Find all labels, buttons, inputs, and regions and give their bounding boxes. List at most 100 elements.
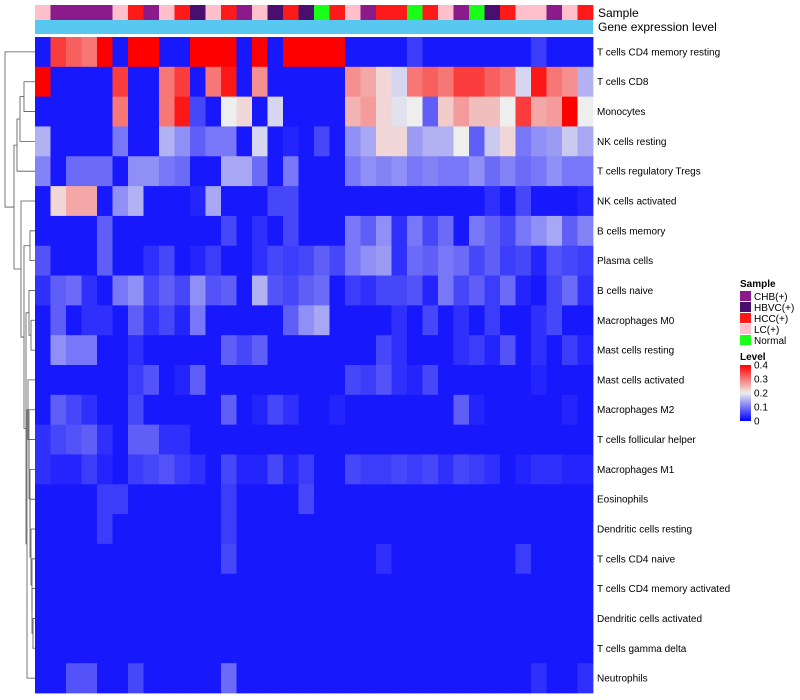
heatmap-cell <box>283 454 299 485</box>
heatmap-cell <box>531 573 547 604</box>
heatmap-cell <box>314 633 330 664</box>
sample-annotation-cell <box>469 5 485 20</box>
heatmap-cell <box>143 424 160 455</box>
heatmap-cell <box>562 365 578 396</box>
heatmap-cell <box>81 663 98 694</box>
heatmap-cell <box>546 126 563 157</box>
heatmap-cell <box>314 305 330 336</box>
heatmap-cell <box>438 186 454 217</box>
heatmap-cell <box>205 275 222 306</box>
heatmap-cell <box>236 96 253 127</box>
heatmap-cell <box>391 275 408 306</box>
sample-legend: Sample CHB(+)HBVC(+)HCC(+)LC(+)Normal <box>740 279 794 347</box>
heatmap-cell <box>577 335 594 366</box>
heatmap-cell <box>329 275 346 306</box>
heatmap-cell <box>205 454 222 485</box>
heatmap-cell <box>562 394 578 426</box>
heatmap-cell <box>298 663 315 694</box>
heatmap-cell <box>190 514 206 545</box>
heatmap-cell <box>252 96 268 127</box>
heatmap-cell <box>128 603 144 634</box>
heatmap-cell <box>422 37 439 68</box>
heatmap-cell <box>66 633 82 664</box>
heatmap-cell <box>174 186 191 217</box>
heatmap-cell <box>159 514 175 545</box>
heatmap-cell <box>329 96 346 127</box>
heatmap-cell <box>205 633 222 664</box>
heatmap-cell <box>314 484 330 515</box>
heatmap-cell <box>159 663 175 694</box>
heatmap-cell <box>515 424 532 455</box>
heatmap-cell <box>360 305 377 336</box>
heatmap-cell <box>329 454 346 485</box>
heatmap-cell <box>531 633 547 664</box>
heatmap-cell <box>500 126 516 157</box>
heatmap-cell <box>205 573 222 604</box>
heatmap-cell <box>252 186 268 217</box>
sample-annotation-cell <box>236 5 253 20</box>
heatmap-cell <box>50 663 67 694</box>
heatmap-cell <box>329 394 346 426</box>
heatmap-cell <box>577 186 594 217</box>
heatmap-cell <box>50 454 67 485</box>
heatmap-cell <box>376 96 392 127</box>
heatmap-cell <box>112 514 129 545</box>
row-label: Dendritic cells activated <box>597 614 702 625</box>
heatmap-cell <box>376 305 392 336</box>
heatmap-cell <box>500 215 516 247</box>
dendrogram-branch <box>19 96 35 142</box>
heatmap-cell <box>391 186 408 217</box>
heatmap-cell <box>81 484 98 515</box>
heatmap-cell <box>422 96 439 127</box>
heatmap-cell <box>190 335 206 366</box>
heatmap-cell <box>438 365 454 396</box>
heatmap-cell <box>376 663 392 694</box>
heatmap-cell <box>314 603 330 634</box>
heatmap-cell <box>546 335 563 366</box>
heatmap-cell <box>438 573 454 604</box>
heatmap-cell <box>546 305 563 336</box>
heatmap-cell <box>500 394 516 426</box>
heatmap-cell <box>128 186 144 217</box>
heatmap-cell <box>81 66 98 98</box>
heatmap-cell <box>66 186 82 217</box>
heatmap-cell <box>376 543 392 575</box>
heatmap-cell <box>562 37 578 68</box>
heatmap-cell <box>50 335 67 366</box>
heatmap-cell <box>97 454 113 485</box>
heatmap-cell <box>562 543 578 575</box>
heatmap-cell <box>376 66 392 98</box>
heatmap-cell <box>298 573 315 604</box>
heatmap-cell <box>205 66 222 98</box>
heatmap-cell <box>174 275 191 306</box>
heatmap-cell <box>283 394 299 426</box>
heatmap-cell <box>376 454 392 485</box>
heatmap-cell <box>546 663 563 694</box>
heatmap-cell <box>35 394 51 426</box>
heatmap-cell <box>329 335 346 366</box>
heatmap-cell <box>221 424 237 455</box>
heatmap-cell <box>298 514 315 545</box>
heatmap-cell <box>221 394 237 426</box>
heatmap-cell <box>81 543 98 575</box>
heatmap-cell <box>577 514 594 545</box>
heatmap-cell <box>500 454 516 485</box>
heatmap-cell <box>562 484 578 515</box>
heatmap-cell <box>515 126 532 157</box>
heatmap-cell <box>345 454 361 485</box>
heatmap-cell <box>562 633 578 664</box>
heatmap-cell <box>422 603 439 634</box>
heatmap-cell <box>252 573 268 604</box>
heatmap-cell <box>174 454 191 485</box>
heatmap-cell <box>283 215 299 247</box>
heatmap-cell <box>391 96 408 127</box>
heatmap-cell <box>577 66 594 98</box>
heatmap-cell <box>453 663 470 694</box>
heatmap-cell <box>128 454 144 485</box>
heatmap-cell <box>314 215 330 247</box>
heatmap-cell <box>66 394 82 426</box>
heatmap-cell <box>469 335 485 366</box>
heatmap-cell <box>267 454 284 485</box>
heatmap-cell <box>500 543 516 575</box>
heatmap-cell <box>66 543 82 575</box>
